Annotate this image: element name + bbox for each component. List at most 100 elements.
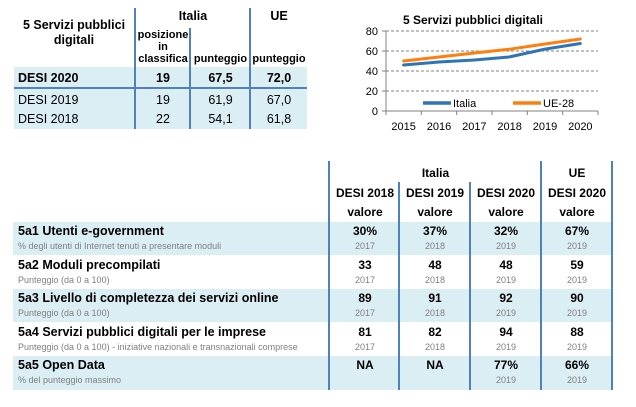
posizione-line3: classifica <box>138 53 188 65</box>
detail-cell-value: 66% <box>564 358 590 372</box>
chart-x-axis: 2015 2016 2017 2018 2019 2020 <box>385 110 599 133</box>
y-tick-label: 20 <box>366 86 378 98</box>
summary-table-title: 5 Servizi pubblici digitali <box>14 18 134 48</box>
detail-cell-value: 32% <box>493 224 519 238</box>
detail-cell-year: 2019 <box>566 275 588 285</box>
detail-cell-value: 77% <box>493 358 519 372</box>
detail-group-ue: UE <box>568 166 586 180</box>
summary-row-posizione: 19 <box>156 71 170 85</box>
summary-col-posizione: posizione in classifica <box>136 29 190 65</box>
detail-cell-value: 92 <box>499 291 513 305</box>
x-tick-label: 2017 <box>462 121 486 133</box>
summary-row-posizione: 19 <box>156 93 170 107</box>
summary-table-body-bg <box>14 67 307 129</box>
detail-divider <box>328 161 330 390</box>
detail-row-subtitle: % del punteggio massimo <box>18 375 122 385</box>
detail-cell-value: 82 <box>428 325 442 339</box>
summary-divider-1 <box>134 8 136 129</box>
detail-cell-value: 81 <box>358 325 372 339</box>
summary-row-label: DESI 2020 <box>18 71 79 85</box>
summary-title-line1: 5 Servizi pubblici <box>22 18 126 32</box>
detail-col-sub: valore <box>559 205 595 219</box>
detail-divider <box>469 182 471 390</box>
detail-cell-year: 2019 <box>495 342 517 352</box>
detail-cell-value: 91 <box>428 291 442 305</box>
detail-cell-value: 59 <box>570 258 584 272</box>
summary-row-posizione: 22 <box>156 112 170 126</box>
detail-row-title: 5a1 Utenti e-government <box>18 224 164 238</box>
x-tick-label: 2019 <box>533 121 557 133</box>
summary-row-label: DESI 2018 <box>18 112 79 126</box>
detail-cell-value: 33 <box>358 258 372 272</box>
summary-col-punteggio-ue: punteggio <box>252 53 306 65</box>
line-chart: 5 Servizi pubblici digitali 0 20 40 60 80 20… <box>366 13 599 133</box>
detail-cell-year: 2019 <box>495 275 517 285</box>
summary-row-punteggio-ue: 61,8 <box>266 112 292 126</box>
detail-row-title: 5a4 Servizi pubblici digitali per le imp… <box>18 325 267 339</box>
detail-cell-year: 2017 <box>354 342 376 352</box>
summary-row-separator <box>14 87 307 89</box>
detail-col-year: DESI 2020 <box>547 186 607 200</box>
chart-grid <box>386 30 598 92</box>
y-tick-label: 60 <box>366 46 378 58</box>
detail-group-italia: Italia <box>421 166 450 180</box>
y-tick-label: 0 <box>372 106 378 118</box>
detail-cell-year: 2019 <box>495 308 517 318</box>
summary-title-line2: digitali <box>53 33 95 47</box>
detail-row-subtitle: Punteggio (da 0 a 100) - iniziative nazi… <box>18 342 298 352</box>
summary-row-punteggio-ue: 67,0 <box>266 93 292 107</box>
legend-item: Italia <box>423 98 477 110</box>
legend-item: UE-28 <box>513 98 574 110</box>
detail-cell-year: 2017 <box>354 308 376 318</box>
detail-row-title: 5a2 Moduli precompilati <box>18 258 161 272</box>
detail-cell-value: 94 <box>499 325 513 339</box>
detail-cell-year: 2018 <box>424 308 446 318</box>
detail-divider <box>398 182 400 390</box>
detail-cell-year: 2019 <box>566 308 588 318</box>
detail-col-year: DESI 2018 <box>335 186 395 200</box>
summary-divider-3 <box>249 8 251 129</box>
detail-cell-value: 37% <box>422 224 448 238</box>
summary-row-punteggio-it: 61,9 <box>208 93 233 107</box>
x-tick-label: 2018 <box>497 121 521 133</box>
detail-cell-value: NA <box>426 358 444 372</box>
detail-cell-value: 90 <box>570 291 584 305</box>
detail-cell-year: 2018 <box>424 275 446 285</box>
summary-row-punteggio-it: 67,5 <box>208 71 233 85</box>
detail-col-year: DESI 2020 <box>476 186 536 200</box>
detail-row-subtitle: Punteggio (da 0 a 100) <box>18 275 110 285</box>
detail-col-sub: valore <box>417 205 453 219</box>
summary-group-italia: Italia <box>178 9 208 23</box>
detail-cell-year: 2017 <box>354 275 376 285</box>
detail-cell-value: 67% <box>564 224 590 238</box>
detail-row-band <box>13 222 611 255</box>
detail-row-subtitle: % degli utenti di Internet tenuti a pres… <box>18 241 222 251</box>
chart-title: 5 Servizi pubblici digitali <box>403 13 543 27</box>
x-tick-label: 2016 <box>427 121 451 133</box>
detail-divider <box>611 161 613 390</box>
detail-col-year: DESI 2019 <box>405 186 465 200</box>
summary-row-punteggio-ue: 72,0 <box>266 71 292 85</box>
detail-cell-value: 88 <box>570 325 584 339</box>
series-line-ue-28 <box>402 37 582 63</box>
x-tick-label: 2015 <box>391 121 415 133</box>
detail-row-subtitle: Punteggio (da 0 a 100) <box>18 308 110 318</box>
detail-cell-year: 2019 <box>495 241 517 251</box>
summary-row-punteggio-it: 54,1 <box>208 112 233 126</box>
legend-label: Italia <box>453 98 477 110</box>
y-tick-label: 80 <box>366 26 378 38</box>
chart-series <box>402 37 582 67</box>
detail-cell-value: NA <box>356 358 374 372</box>
y-tick-label: 40 <box>366 66 378 78</box>
detail-cell-year: 2019 <box>566 342 588 352</box>
detail-col-sub: valore <box>347 205 383 219</box>
detail-col-sub: valore <box>488 205 524 219</box>
chart-legend: Italia UE-28 <box>423 98 574 110</box>
detail-cell-value: 48 <box>499 258 513 272</box>
detail-cell-year: 2018 <box>424 241 446 251</box>
detail-row-title: 5a5 Open Data <box>18 358 105 372</box>
detail-row-band <box>13 289 611 322</box>
series-line-italia <box>402 42 582 67</box>
detail-cell-year: 2019 <box>495 375 517 385</box>
summary-col-punteggio-it: punteggio <box>193 53 248 65</box>
